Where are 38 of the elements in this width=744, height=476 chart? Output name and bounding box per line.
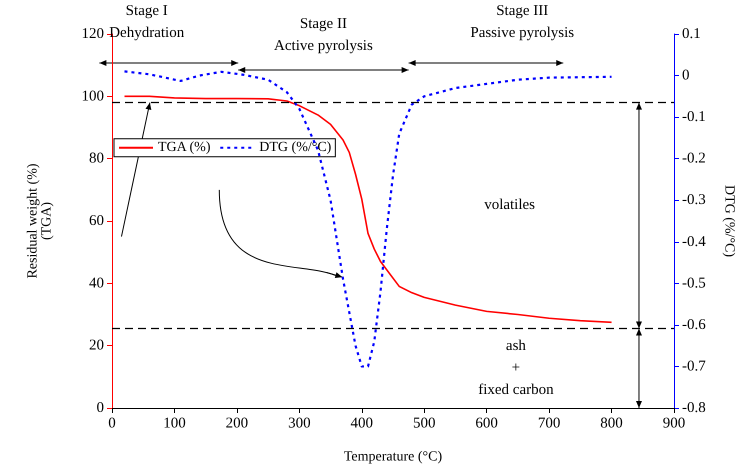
x-tick-label: 500 bbox=[412, 416, 436, 432]
annotation: Stage III Passive pyrolysis bbox=[470, 3, 574, 41]
y2-axis-title: DTG (%/°C) bbox=[722, 184, 736, 258]
annotation: Stage II Active pyrolysis bbox=[274, 16, 373, 54]
x-tick-label: 600 bbox=[475, 416, 498, 432]
y2-tick-label: -0.3 bbox=[682, 192, 706, 208]
x-tick-label: 200 bbox=[226, 416, 248, 432]
legend-label: DTG (%/°C) bbox=[259, 140, 332, 156]
y2-tick-label: 0.1 bbox=[682, 26, 701, 42]
y2-tick-label: 0 bbox=[682, 68, 690, 84]
y2-tick-label: -0.4 bbox=[682, 234, 706, 250]
x-tick-label: 100 bbox=[163, 416, 186, 432]
annotation: ash + fixed carbon bbox=[478, 338, 554, 398]
y-tick-label: 60 bbox=[89, 213, 104, 229]
annotation: volatiles bbox=[484, 197, 536, 213]
y2-tick-label: -0.6 bbox=[682, 316, 706, 333]
y2-tick-label: -0.5 bbox=[682, 275, 706, 292]
y-tick-label: 0 bbox=[96, 400, 104, 416]
x-tick-label: 300 bbox=[288, 416, 311, 432]
y2-tick-label: -0.8 bbox=[682, 400, 706, 416]
y-tick-label: 20 bbox=[89, 338, 104, 354]
x-axis-title: Temperature (°C) bbox=[344, 450, 442, 464]
line-series bbox=[124, 96, 612, 324]
y-axis-title: Residual weight (%) (TGA) bbox=[26, 163, 54, 279]
y-tick-label: 40 bbox=[89, 275, 104, 292]
y-tick-label: 120 bbox=[82, 26, 104, 42]
x-tick-label: 400 bbox=[350, 416, 374, 432]
x-tick-label: 0 bbox=[108, 416, 116, 432]
y-tick-label: 80 bbox=[89, 150, 104, 167]
y2-tick-label: -0.2 bbox=[682, 150, 706, 167]
x-tick-label: 800 bbox=[600, 416, 623, 432]
y-tick-label: 100 bbox=[82, 88, 104, 104]
x-tick-label: 700 bbox=[538, 416, 560, 432]
y2-tick-label: -0.7 bbox=[682, 358, 706, 374]
y2-tick-label: -0.1 bbox=[682, 109, 706, 126]
legend-label: TGA (%) bbox=[158, 140, 211, 156]
x-tick-label: 900 bbox=[662, 416, 686, 432]
annotation: Stage I Dehydration bbox=[109, 3, 185, 41]
